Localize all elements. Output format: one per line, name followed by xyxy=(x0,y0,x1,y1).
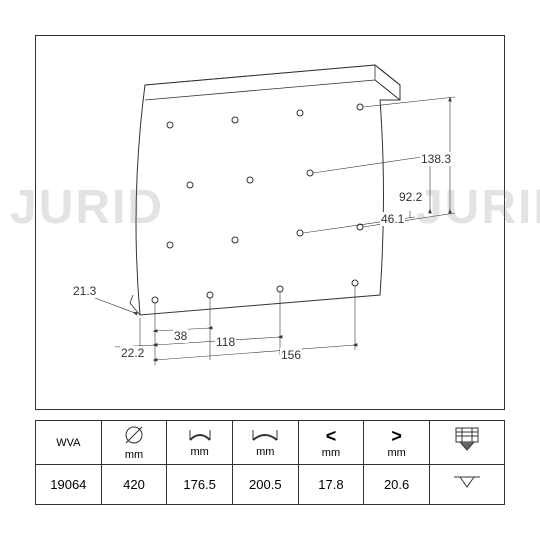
dim-21-3: 21.3 xyxy=(72,284,97,298)
hdr-diameter: mm xyxy=(101,421,167,465)
dim-118: 118 xyxy=(215,335,236,349)
hdr-width2: mm xyxy=(232,421,298,465)
val-diameter: 420 xyxy=(101,465,167,505)
val-min: 17.8 xyxy=(298,465,364,505)
spec-table: WVA mm mm mm < mm > mm xyxy=(35,420,505,505)
table-value-row: 19064 420 176.5 200.5 17.8 20.6 xyxy=(36,465,505,505)
hdr-max: > mm xyxy=(364,421,430,465)
val-rivet-icon xyxy=(429,465,504,505)
table-header-row: WVA mm mm mm < mm > mm xyxy=(36,421,505,465)
dim-92-2: 92.2 xyxy=(398,190,423,204)
val-max: 20.6 xyxy=(364,465,430,505)
hdr-min: < mm xyxy=(298,421,364,465)
hdr-wva: WVA xyxy=(36,421,102,465)
hdr-rivet-icon xyxy=(429,421,504,465)
dim-156: 156 xyxy=(280,348,302,362)
val-w1: 176.5 xyxy=(167,465,233,505)
hdr-width1: mm xyxy=(167,421,233,465)
dim-22-2: 22.2 xyxy=(120,346,145,360)
dim-38: 38 xyxy=(173,329,188,343)
dim-138-3: 138.3 xyxy=(420,152,452,166)
drawing-frame xyxy=(35,35,505,410)
dim-46-1: 46.1 xyxy=(380,212,405,226)
diagram-canvas: 21.3 22.2 38 118 156 46.1 92.2 138.3 JUR… xyxy=(0,0,540,540)
val-wva: 19064 xyxy=(36,465,102,505)
val-w2: 200.5 xyxy=(232,465,298,505)
